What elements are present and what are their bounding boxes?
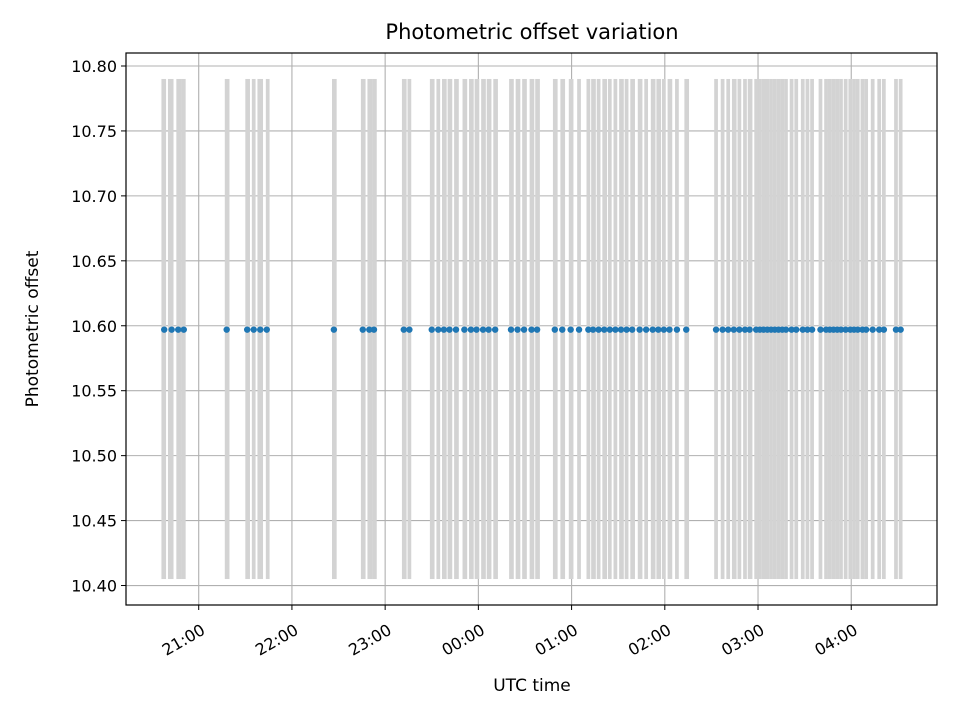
data-point: [507, 326, 515, 333]
y-tick-label: 10.40: [71, 577, 117, 596]
data-point: [793, 326, 800, 333]
data-point: [479, 326, 487, 333]
data-point: [636, 326, 643, 333]
data-point: [837, 326, 845, 333]
data-point: [263, 326, 270, 333]
data-point: [440, 326, 448, 333]
data-point: [575, 326, 583, 333]
data-point: [428, 326, 435, 333]
data-point: [842, 326, 849, 333]
data-point: [880, 326, 888, 333]
data-point: [161, 326, 168, 333]
data-point: [370, 326, 378, 333]
data-point: [528, 326, 535, 333]
data-point: [585, 326, 592, 333]
data-point: [649, 326, 656, 333]
data-point: [359, 326, 366, 333]
data-point: [612, 326, 619, 333]
data-points: [161, 326, 904, 333]
data-point: [400, 326, 407, 333]
data-point: [551, 326, 559, 333]
data-point: [601, 326, 608, 333]
y-tick-label: 10.80: [71, 57, 117, 76]
data-point: [673, 326, 681, 333]
data-point: [788, 326, 795, 333]
data-point: [876, 326, 883, 333]
data-point: [485, 326, 492, 333]
data-point: [168, 326, 175, 333]
data-point: [746, 326, 753, 333]
data-point: [862, 326, 870, 333]
data-point: [452, 326, 460, 333]
data-point: [366, 326, 373, 333]
data-point: [642, 326, 650, 333]
data-point: [533, 326, 541, 333]
y-axis-title: Photometric offset: [23, 250, 43, 407]
data-point: [628, 326, 636, 333]
data-point: [892, 326, 900, 333]
data-point: [854, 326, 861, 333]
data-point: [736, 326, 743, 333]
data-point: [461, 326, 468, 333]
y-tick-label: 10.45: [71, 512, 117, 531]
data-point: [257, 326, 264, 333]
data-point: [491, 326, 499, 333]
data-point: [655, 326, 662, 333]
data-point: [799, 326, 806, 333]
data-point: [660, 326, 668, 333]
data-point: [446, 326, 453, 333]
data-point: [719, 326, 726, 333]
data-point: [897, 326, 904, 333]
data-point: [514, 326, 521, 333]
data-point: [869, 326, 876, 333]
chart-title: Photometric offset variation: [385, 20, 678, 44]
data-point: [473, 326, 480, 333]
y-tick-label: 10.65: [71, 252, 117, 271]
data-point: [804, 326, 811, 333]
y-tick-label: 10.55: [71, 382, 117, 401]
y-axis: 10.40 10.45 10.50 10.55 10.60 10.65 10.70 10.75…: [71, 57, 126, 596]
data-point: [467, 326, 475, 333]
data-point: [223, 326, 230, 333]
data-point: [330, 326, 338, 333]
data-point: [724, 326, 732, 333]
data-point: [243, 326, 251, 333]
data-point: [595, 326, 602, 333]
y-tick-label: 10.60: [71, 317, 117, 336]
data-point: [782, 326, 790, 333]
data-point: [250, 326, 257, 333]
data-point: [817, 326, 824, 333]
data-point: [808, 326, 816, 333]
data-point: [406, 326, 413, 333]
data-point: [435, 326, 442, 333]
x-axis-title: UTC time: [493, 676, 571, 696]
data-point: [617, 326, 625, 333]
data-point: [567, 326, 574, 333]
plot-frame: [125, 52, 938, 606]
data-point: [520, 326, 528, 333]
data-point: [683, 326, 690, 333]
data-point: [175, 326, 182, 333]
y-tick-label: 10.50: [71, 447, 117, 466]
data-point: [730, 326, 737, 333]
data-point: [712, 326, 720, 333]
data-point: [741, 326, 749, 333]
data-point: [180, 326, 187, 333]
data-point: [623, 326, 630, 333]
data-point: [589, 326, 597, 333]
data-point: [666, 326, 673, 333]
y-tick-label: 10.70: [71, 187, 117, 206]
data-point: [559, 326, 566, 333]
y-tick-label: 10.75: [71, 122, 117, 141]
data-point: [606, 326, 614, 333]
